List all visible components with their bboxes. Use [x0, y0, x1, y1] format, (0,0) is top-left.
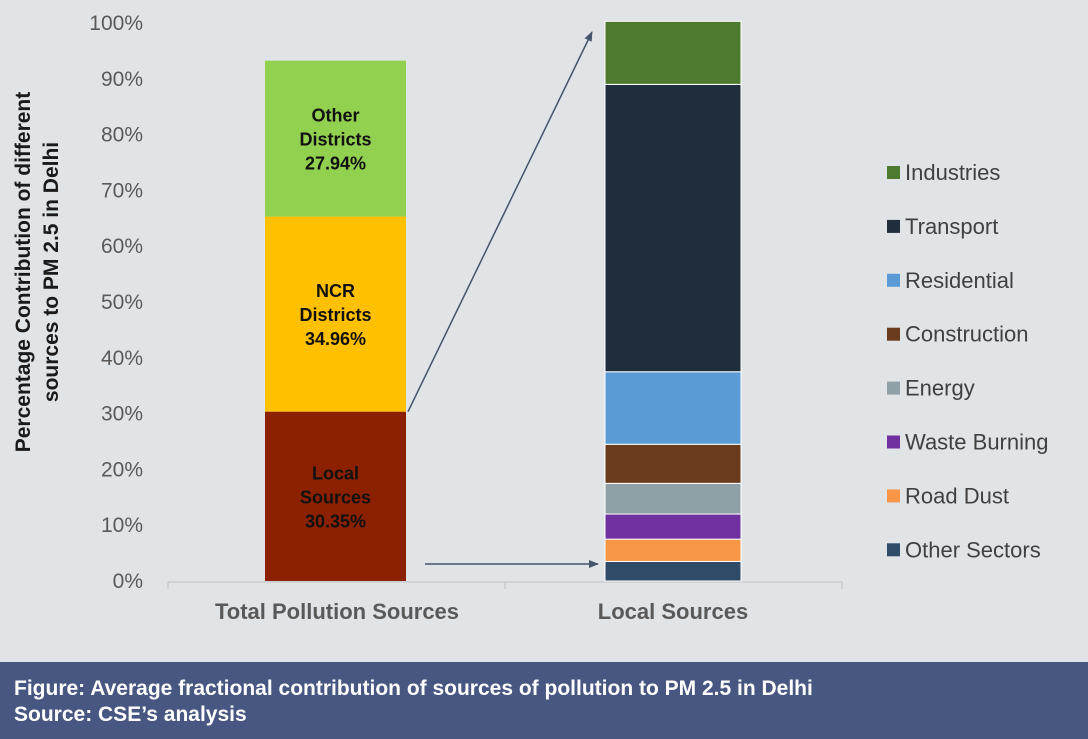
bar-data-label: 30.35% — [305, 511, 366, 531]
bar-data-label: NCR — [316, 281, 355, 301]
bar-segment-energy — [604, 482, 742, 515]
bar-data-label: Local — [312, 463, 359, 483]
y-tick-label: 60% — [101, 235, 143, 258]
y-axis-title: sources to PM 2.5 in Delhi — [40, 142, 63, 402]
bar-data-label: 34.96% — [305, 329, 366, 349]
bar-data-label: Districts — [299, 305, 371, 325]
legend-label: Construction — [905, 322, 1029, 347]
legend-label: Industries — [905, 160, 1000, 185]
bar-data-label: Other — [311, 106, 359, 126]
y-tick-label: 0% — [113, 570, 143, 593]
figure-caption-banner: Figure: Average fractional contribution … — [0, 662, 1088, 739]
bar-segment-waste-burning — [604, 513, 742, 540]
bar-segment-industries — [604, 20, 742, 85]
legend-swatch — [887, 435, 900, 449]
bar-data-label: Districts — [299, 130, 371, 150]
stacked-bar-chart: 0% 10% 20% 30% 40% 50% 60% 70% 80% 90% 100% Percent… — [12, 12, 1048, 624]
y-tick-label: 70% — [101, 179, 143, 202]
y-tick-label: 10% — [101, 514, 143, 537]
legend-label: Waste Burning — [905, 430, 1048, 455]
legend-label: Other Sectors — [905, 537, 1041, 562]
legend-swatch — [887, 381, 900, 395]
chart-area: 0% 10% 20% 30% 40% 50% 60% 70% 80% 90% 100% Percent… — [12, 12, 1049, 624]
bar-segment-local-sources — [265, 411, 406, 581]
bar-segment-construction — [604, 443, 742, 484]
legend-swatch — [887, 489, 900, 503]
bar-segment-other-districts — [265, 60, 406, 217]
bar-segment-other-sectors — [604, 560, 742, 582]
y-tick-label: 90% — [101, 68, 143, 91]
bar-segment-ncr-districts — [265, 216, 406, 412]
legend-label: Energy — [905, 376, 975, 401]
y-tick-label: 80% — [101, 124, 143, 147]
bar-segment-residential — [604, 371, 742, 445]
legend-swatch — [887, 166, 900, 179]
bar-segment-transport — [604, 83, 742, 373]
legend-swatch — [887, 543, 900, 557]
y-tick-label: 100% — [89, 12, 143, 35]
y-tick-label: 30% — [101, 403, 143, 426]
y-axis-title: Percentage Contribution of different — [12, 92, 35, 453]
figure-source: Source: CSE’s analysis — [14, 703, 247, 726]
bar-data-label: Sources — [300, 487, 371, 507]
connector-arrow-top — [407, 31, 593, 412]
legend-swatch — [887, 327, 900, 341]
legend-swatch — [887, 219, 900, 233]
y-tick-label: 40% — [101, 347, 143, 370]
legend-label: Road Dust — [905, 483, 1009, 508]
legend-label: Residential — [905, 268, 1014, 293]
figure-caption: Figure: Average fractional contribution … — [14, 677, 813, 700]
y-tick-label: 20% — [101, 458, 143, 481]
bar-data-label: 27.94% — [305, 154, 366, 174]
legend-label: Transport — [905, 214, 998, 239]
legend-swatch — [887, 273, 900, 287]
y-tick-label: 50% — [101, 291, 143, 314]
x-category-label: Local Sources — [598, 599, 748, 624]
x-category-label: Total Pollution Sources — [215, 599, 459, 624]
bar-segment-road-dust — [604, 538, 742, 562]
